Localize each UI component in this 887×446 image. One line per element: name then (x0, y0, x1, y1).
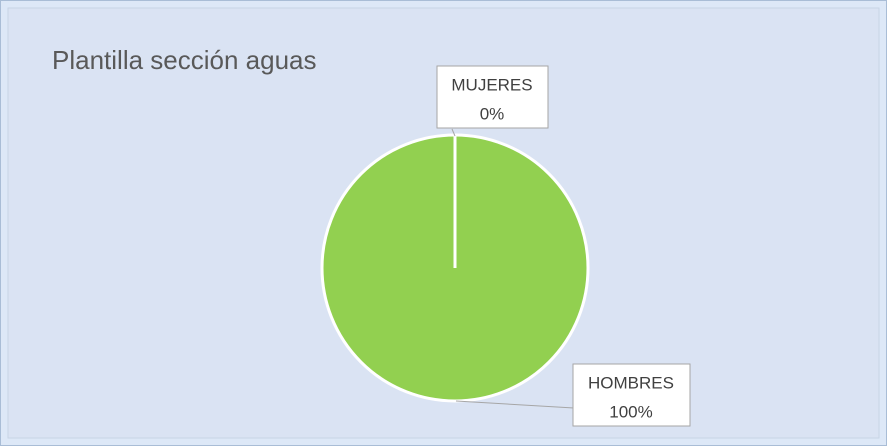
label-box (436, 65, 549, 129)
leader-line (451, 128, 456, 137)
value-label: 100% (609, 402, 652, 421)
pie (320, 133, 590, 403)
category-label: HOMBRES (588, 373, 674, 392)
labels: MUJERES 0% HOMBRES 100% (436, 65, 691, 427)
value-label: 0% (480, 104, 505, 123)
category-label: MUJERES (451, 75, 532, 94)
label-box (572, 363, 691, 427)
leader-line (455, 400, 575, 409)
chart-title: Plantilla sección aguas (52, 45, 317, 75)
